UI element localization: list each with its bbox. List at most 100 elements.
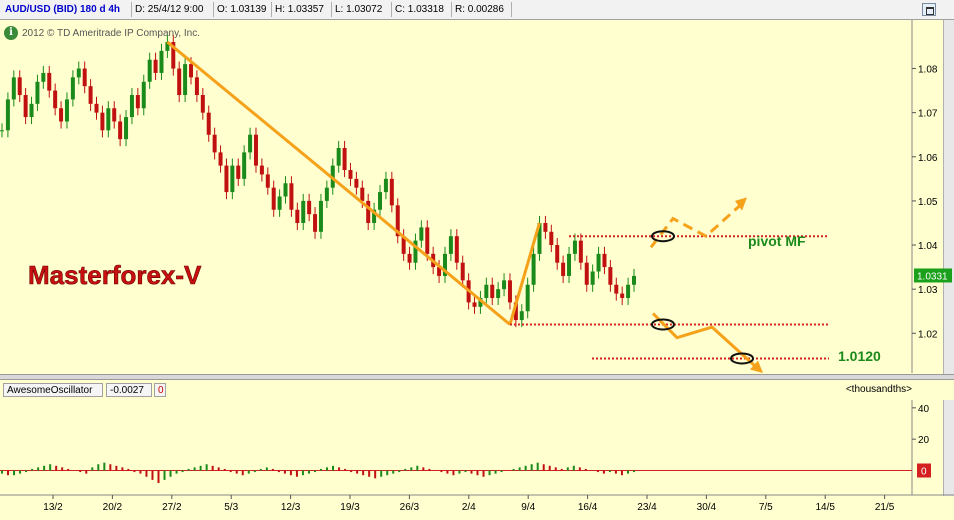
candle-body <box>602 253 607 268</box>
candle-body <box>153 59 158 73</box>
candle-body <box>41 72 46 82</box>
oscillator-header: AwesomeOscillator -0.0027 0 <thousandths… <box>0 381 954 399</box>
candle-body <box>401 236 406 254</box>
candle-body <box>336 147 341 166</box>
candle-body <box>378 192 383 210</box>
candle-body <box>165 42 170 51</box>
y-tick-label: 1.04 <box>918 241 938 252</box>
candle-body <box>372 209 377 223</box>
candle-body <box>11 77 16 100</box>
x-tick-label: 19/3 <box>340 502 360 513</box>
candle-body <box>460 262 465 281</box>
date-readout: D: 25/4/12 9:00 <box>132 2 214 17</box>
x-tick-label: 20/2 <box>103 502 123 513</box>
candle-body <box>437 267 442 276</box>
candle-body <box>572 240 577 254</box>
candle-body <box>70 77 75 100</box>
candle-body <box>265 174 270 188</box>
oscillator-value: -0.0027 <box>106 383 152 397</box>
bearish-arrow-head <box>750 360 763 373</box>
oscillator-pane-scrollbar[interactable] <box>943 400 954 496</box>
candle-body <box>94 103 99 113</box>
bullish-arrow-head <box>735 197 747 211</box>
candle-body <box>82 68 87 87</box>
candle-body <box>389 178 394 206</box>
y-tick-label: 1.05 <box>918 197 938 208</box>
candle-body <box>183 64 188 96</box>
oscillator-zero-badge-label: 0 <box>921 467 927 478</box>
downtrend-line <box>166 40 511 326</box>
candle-body <box>567 253 572 276</box>
candle-body <box>29 103 34 118</box>
candle-body <box>413 240 418 263</box>
candle-body <box>590 271 595 285</box>
candle-body <box>348 170 353 179</box>
candle-body <box>59 108 64 122</box>
x-tick-label: 27/2 <box>162 502 182 513</box>
low-readout: L: 1.03072 <box>332 2 392 17</box>
units-label: <thousandths> <box>845 384 912 395</box>
candle-body <box>212 134 217 153</box>
candle-body <box>200 95 205 113</box>
candle-body <box>531 253 536 285</box>
price-pane-scrollbar[interactable] <box>943 20 954 374</box>
candle-body <box>189 64 194 78</box>
candle-body <box>632 275 636 285</box>
candle-body <box>342 147 347 171</box>
candle-body <box>100 112 105 131</box>
candle-body <box>106 108 111 131</box>
pivot-label: pivot MF <box>748 233 806 249</box>
candle-body <box>307 200 312 215</box>
x-tick-label: 7/5 <box>759 502 773 513</box>
candle-body <box>324 187 329 201</box>
candle-body <box>242 152 247 179</box>
candle-body <box>360 187 365 201</box>
bullish-projection-path <box>649 199 747 249</box>
candle-body <box>555 245 560 263</box>
last-price-label: 1.0331 <box>917 271 948 282</box>
candle-body <box>478 297 483 307</box>
candle-body <box>454 236 459 263</box>
candle-body <box>47 72 52 91</box>
restore-window-button[interactable] <box>922 3 936 16</box>
watermark-text: Masterforex-V <box>28 260 202 290</box>
x-tick-label: 13/2 <box>43 502 63 513</box>
candle-body <box>159 50 164 73</box>
oscillator-extra: 0 <box>154 383 166 397</box>
candle-body <box>543 222 548 232</box>
candle-body <box>395 205 400 237</box>
candle-body <box>118 121 123 140</box>
candle-body <box>17 77 22 96</box>
candle-body <box>206 112 211 135</box>
oscillator-name[interactable]: AwesomeOscillator <box>3 383 103 397</box>
open-readout: O: 1.03139 <box>214 2 272 17</box>
x-tick-label: 5/3 <box>224 502 238 513</box>
candle-body <box>271 187 276 210</box>
candle-body <box>584 262 589 285</box>
bearish-projection-path <box>651 312 759 369</box>
candle-body <box>318 200 323 232</box>
info-icon[interactable]: i <box>4 26 18 40</box>
candle-body <box>313 214 318 232</box>
candle-body <box>177 68 182 96</box>
candle-body <box>537 222 542 254</box>
oscillator-tick-label: 40 <box>918 404 930 415</box>
y-tick-label: 1.07 <box>918 109 938 120</box>
pane-divider[interactable] <box>0 374 954 380</box>
candle-body <box>519 311 524 321</box>
y-tick-label: 1.02 <box>918 329 938 340</box>
candle-body <box>596 253 601 272</box>
low-marker-ellipse <box>651 318 675 331</box>
candle-body <box>496 289 501 298</box>
candle-body <box>472 302 477 307</box>
candle-body <box>407 253 412 263</box>
candle-body <box>507 280 512 303</box>
candle-body <box>194 77 199 96</box>
candle-body <box>561 262 566 276</box>
chart-header: AUD/USD (BID) 180 d 4h D: 25/4/12 9:00 O… <box>0 0 954 20</box>
candle-body <box>419 227 424 241</box>
last-price-badge <box>914 268 952 283</box>
candle-body <box>383 178 388 193</box>
candle-body <box>135 95 140 109</box>
